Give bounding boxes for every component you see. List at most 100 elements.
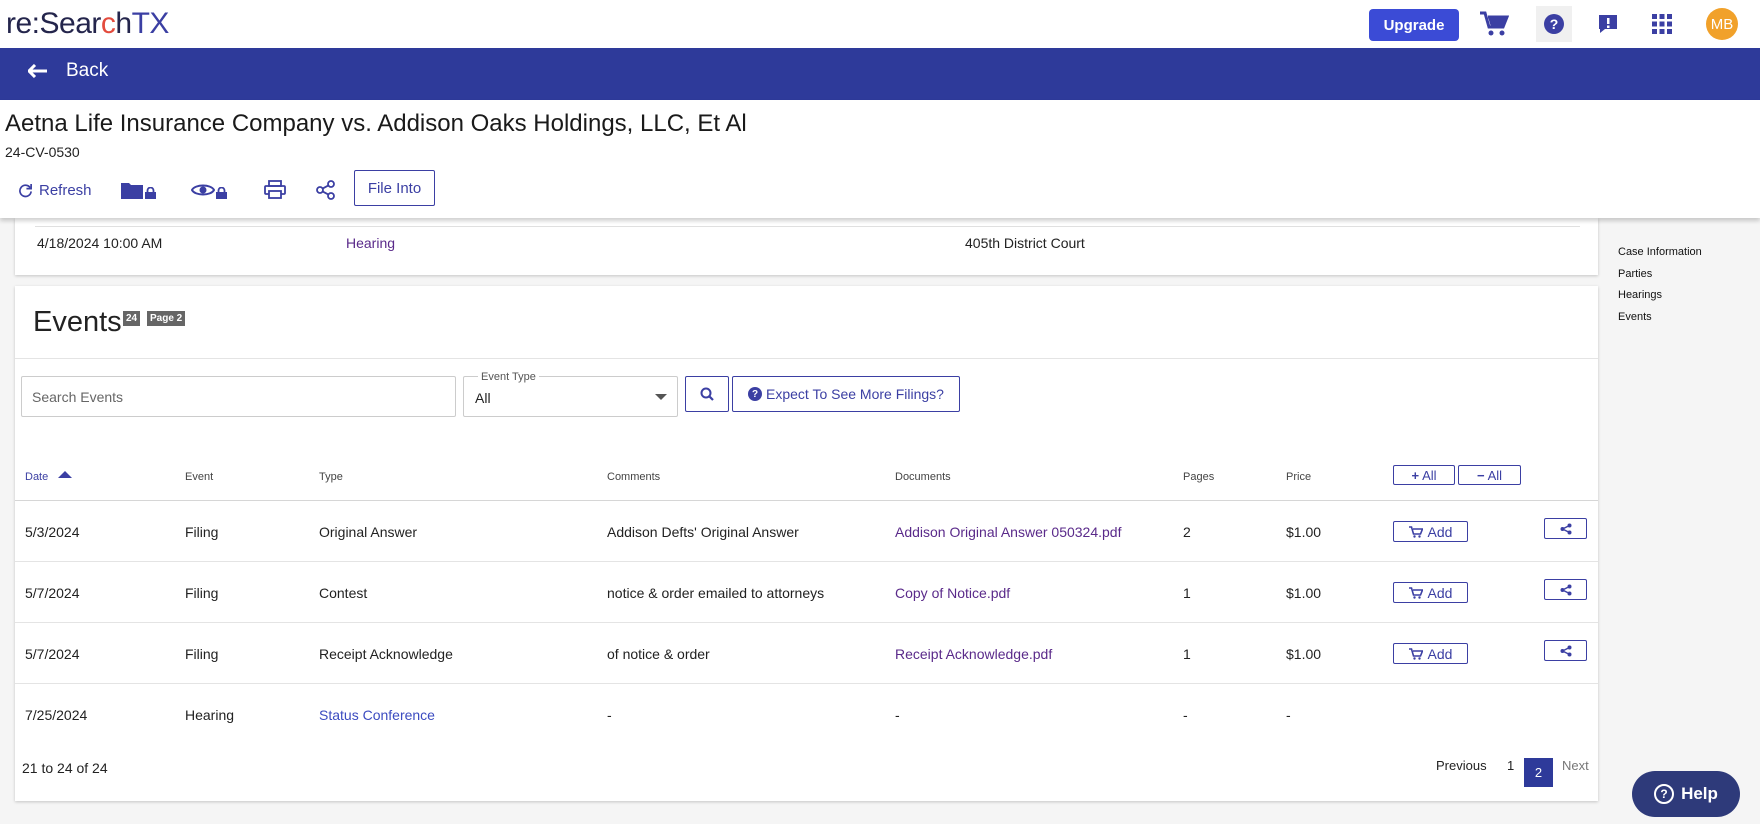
event-type-label: Event Type [478, 371, 539, 383]
previous-page-button[interactable]: Previous [1436, 758, 1487, 773]
help-circle-icon[interactable]: ? [1536, 6, 1572, 42]
events-card: Events 24 Page 2 Event Type All ? Expect… [15, 286, 1598, 801]
hearings-card: 4/18/2024 10:00 AM Hearing 405th Distric… [15, 218, 1598, 275]
expect-label: Expect To See More Filings? [766, 386, 944, 402]
logo[interactable]: re:SearchTX [6, 7, 169, 40]
share-button[interactable] [316, 172, 336, 208]
share-button[interactable] [1544, 640, 1587, 661]
feedback-icon[interactable] [1590, 6, 1626, 42]
refresh-label: Refresh [39, 181, 92, 199]
eye-icon [191, 182, 215, 198]
event-type-select[interactable]: Event Type All [463, 371, 678, 417]
row-comments: of notice & order [607, 646, 710, 662]
help-label: Help [1681, 784, 1718, 803]
page-1-button[interactable]: 1 [1507, 758, 1515, 773]
collapse-all-button[interactable]: − All [1458, 465, 1521, 485]
add-to-cart-button[interactable]: Add [1393, 643, 1468, 664]
view-locked-button[interactable] [191, 172, 227, 208]
row-date: 5/3/2024 [25, 524, 80, 540]
plus-icon: + [1411, 467, 1420, 483]
nav-events[interactable]: Events [1618, 310, 1652, 323]
help-button[interactable]: ? Help [1632, 771, 1740, 817]
print-button[interactable] [264, 172, 286, 208]
file-into-button[interactable]: File Into [354, 170, 435, 206]
share-button[interactable] [1544, 518, 1587, 539]
hearing-type-link[interactable]: Hearing [346, 235, 396, 251]
event-type-value: All [475, 390, 491, 406]
column-event-header: Event [185, 471, 214, 483]
hearing-court: 405th District Court [965, 235, 1085, 251]
expect-more-filings-button[interactable]: ? Expect To See More Filings? [732, 376, 960, 412]
row-pages: 1 [1183, 646, 1191, 662]
share-button[interactable] [1544, 579, 1587, 600]
row-pages: - [1183, 707, 1188, 723]
row-event: Filing [185, 646, 219, 662]
column-comments-header: Comments [607, 471, 661, 483]
nav-parties[interactable]: Parties [1618, 267, 1653, 280]
folder-locked-button[interactable] [121, 172, 156, 208]
document-link[interactable]: Addison Original Answer 050324.pdf [895, 524, 1122, 540]
search-button[interactable] [685, 376, 729, 412]
nav-case-information[interactable]: Case Information [1618, 246, 1702, 258]
document-link[interactable]: Receipt Acknowledge.pdf [895, 646, 1053, 662]
avatar[interactable]: MB [1706, 8, 1738, 40]
divider [15, 358, 1598, 359]
row-price: $1.00 [1286, 524, 1322, 540]
hearing-date: 4/18/2024 10:00 AM [37, 235, 163, 251]
folder-icon [121, 181, 143, 199]
print-icon [264, 180, 286, 200]
column-documents-header: Documents [895, 471, 951, 483]
refresh-button[interactable]: Refresh [18, 172, 92, 208]
share-icon [316, 180, 336, 200]
row-date: 5/7/2024 [25, 585, 80, 601]
table-row: 5/3/2024 Filing Original Answer Addison … [15, 501, 1598, 562]
back-button[interactable]: Back [26, 60, 109, 82]
case-number: 24-CV-0530 [5, 144, 80, 160]
row-comments: notice & order emailed to attorneys [607, 585, 825, 601]
row-date: 7/25/2024 [25, 707, 88, 723]
cart-icon [1408, 586, 1423, 599]
expand-all-button[interactable]: + All [1393, 465, 1455, 485]
arrow-left-icon [26, 61, 48, 81]
nav-hearings[interactable]: Hearings [1618, 289, 1663, 301]
status-conference-link[interactable]: Status Conference [319, 707, 435, 723]
divider [35, 226, 1580, 227]
search-events-input[interactable] [21, 376, 456, 417]
apps-grid-icon[interactable] [1644, 6, 1680, 42]
page-badge: Page 2 [147, 311, 186, 326]
count-badge: 24 [123, 311, 141, 326]
cart-icon[interactable] [1476, 6, 1512, 42]
row-date: 5/7/2024 [25, 646, 80, 662]
back-label: Back [66, 60, 109, 81]
top-bar: re:SearchTX Upgrade ? MB [0, 0, 1760, 48]
row-event: Hearing [185, 707, 235, 723]
section-nav: Case Information Parties Hearings Events [1618, 245, 1702, 331]
row-pages: 1 [1183, 585, 1191, 601]
upgrade-button[interactable]: Upgrade [1369, 9, 1459, 41]
events-title: Events [33, 306, 122, 338]
column-price-header: Price [1286, 471, 1312, 483]
row-price: $1.00 [1286, 646, 1322, 662]
share-icon [1560, 584, 1572, 596]
row-comments: Addison Defts' Original Answer [607, 524, 799, 540]
row-price: - [1286, 707, 1291, 723]
add-to-cart-button[interactable]: Add [1393, 582, 1468, 603]
column-date-header[interactable]: Date [25, 471, 73, 483]
share-icon [1560, 645, 1572, 657]
document-link[interactable]: Copy of Notice.pdf [895, 585, 1011, 601]
case-title: Aetna Life Insurance Company vs. Addison… [5, 110, 747, 137]
question-icon: ? [1654, 784, 1675, 804]
add-to-cart-button[interactable]: Add [1393, 521, 1468, 542]
lock-icon [216, 187, 227, 199]
table-row: 5/7/2024 Filing Receipt Acknowledge of n… [15, 623, 1598, 684]
next-page-button[interactable]: Next [1562, 758, 1589, 773]
back-bar: Back [0, 48, 1760, 100]
lock-icon [145, 187, 156, 199]
row-documents: - [895, 707, 900, 723]
table-row: 5/7/2024 Filing Contest notice & order e… [15, 562, 1598, 623]
column-pages-header: Pages [1183, 471, 1215, 483]
case-header: Aetna Life Insurance Company vs. Addison… [0, 100, 1760, 218]
column-type-header: Type [319, 471, 343, 483]
page-2-button[interactable]: 2 [1524, 758, 1553, 787]
row-event: Filing [185, 585, 219, 601]
